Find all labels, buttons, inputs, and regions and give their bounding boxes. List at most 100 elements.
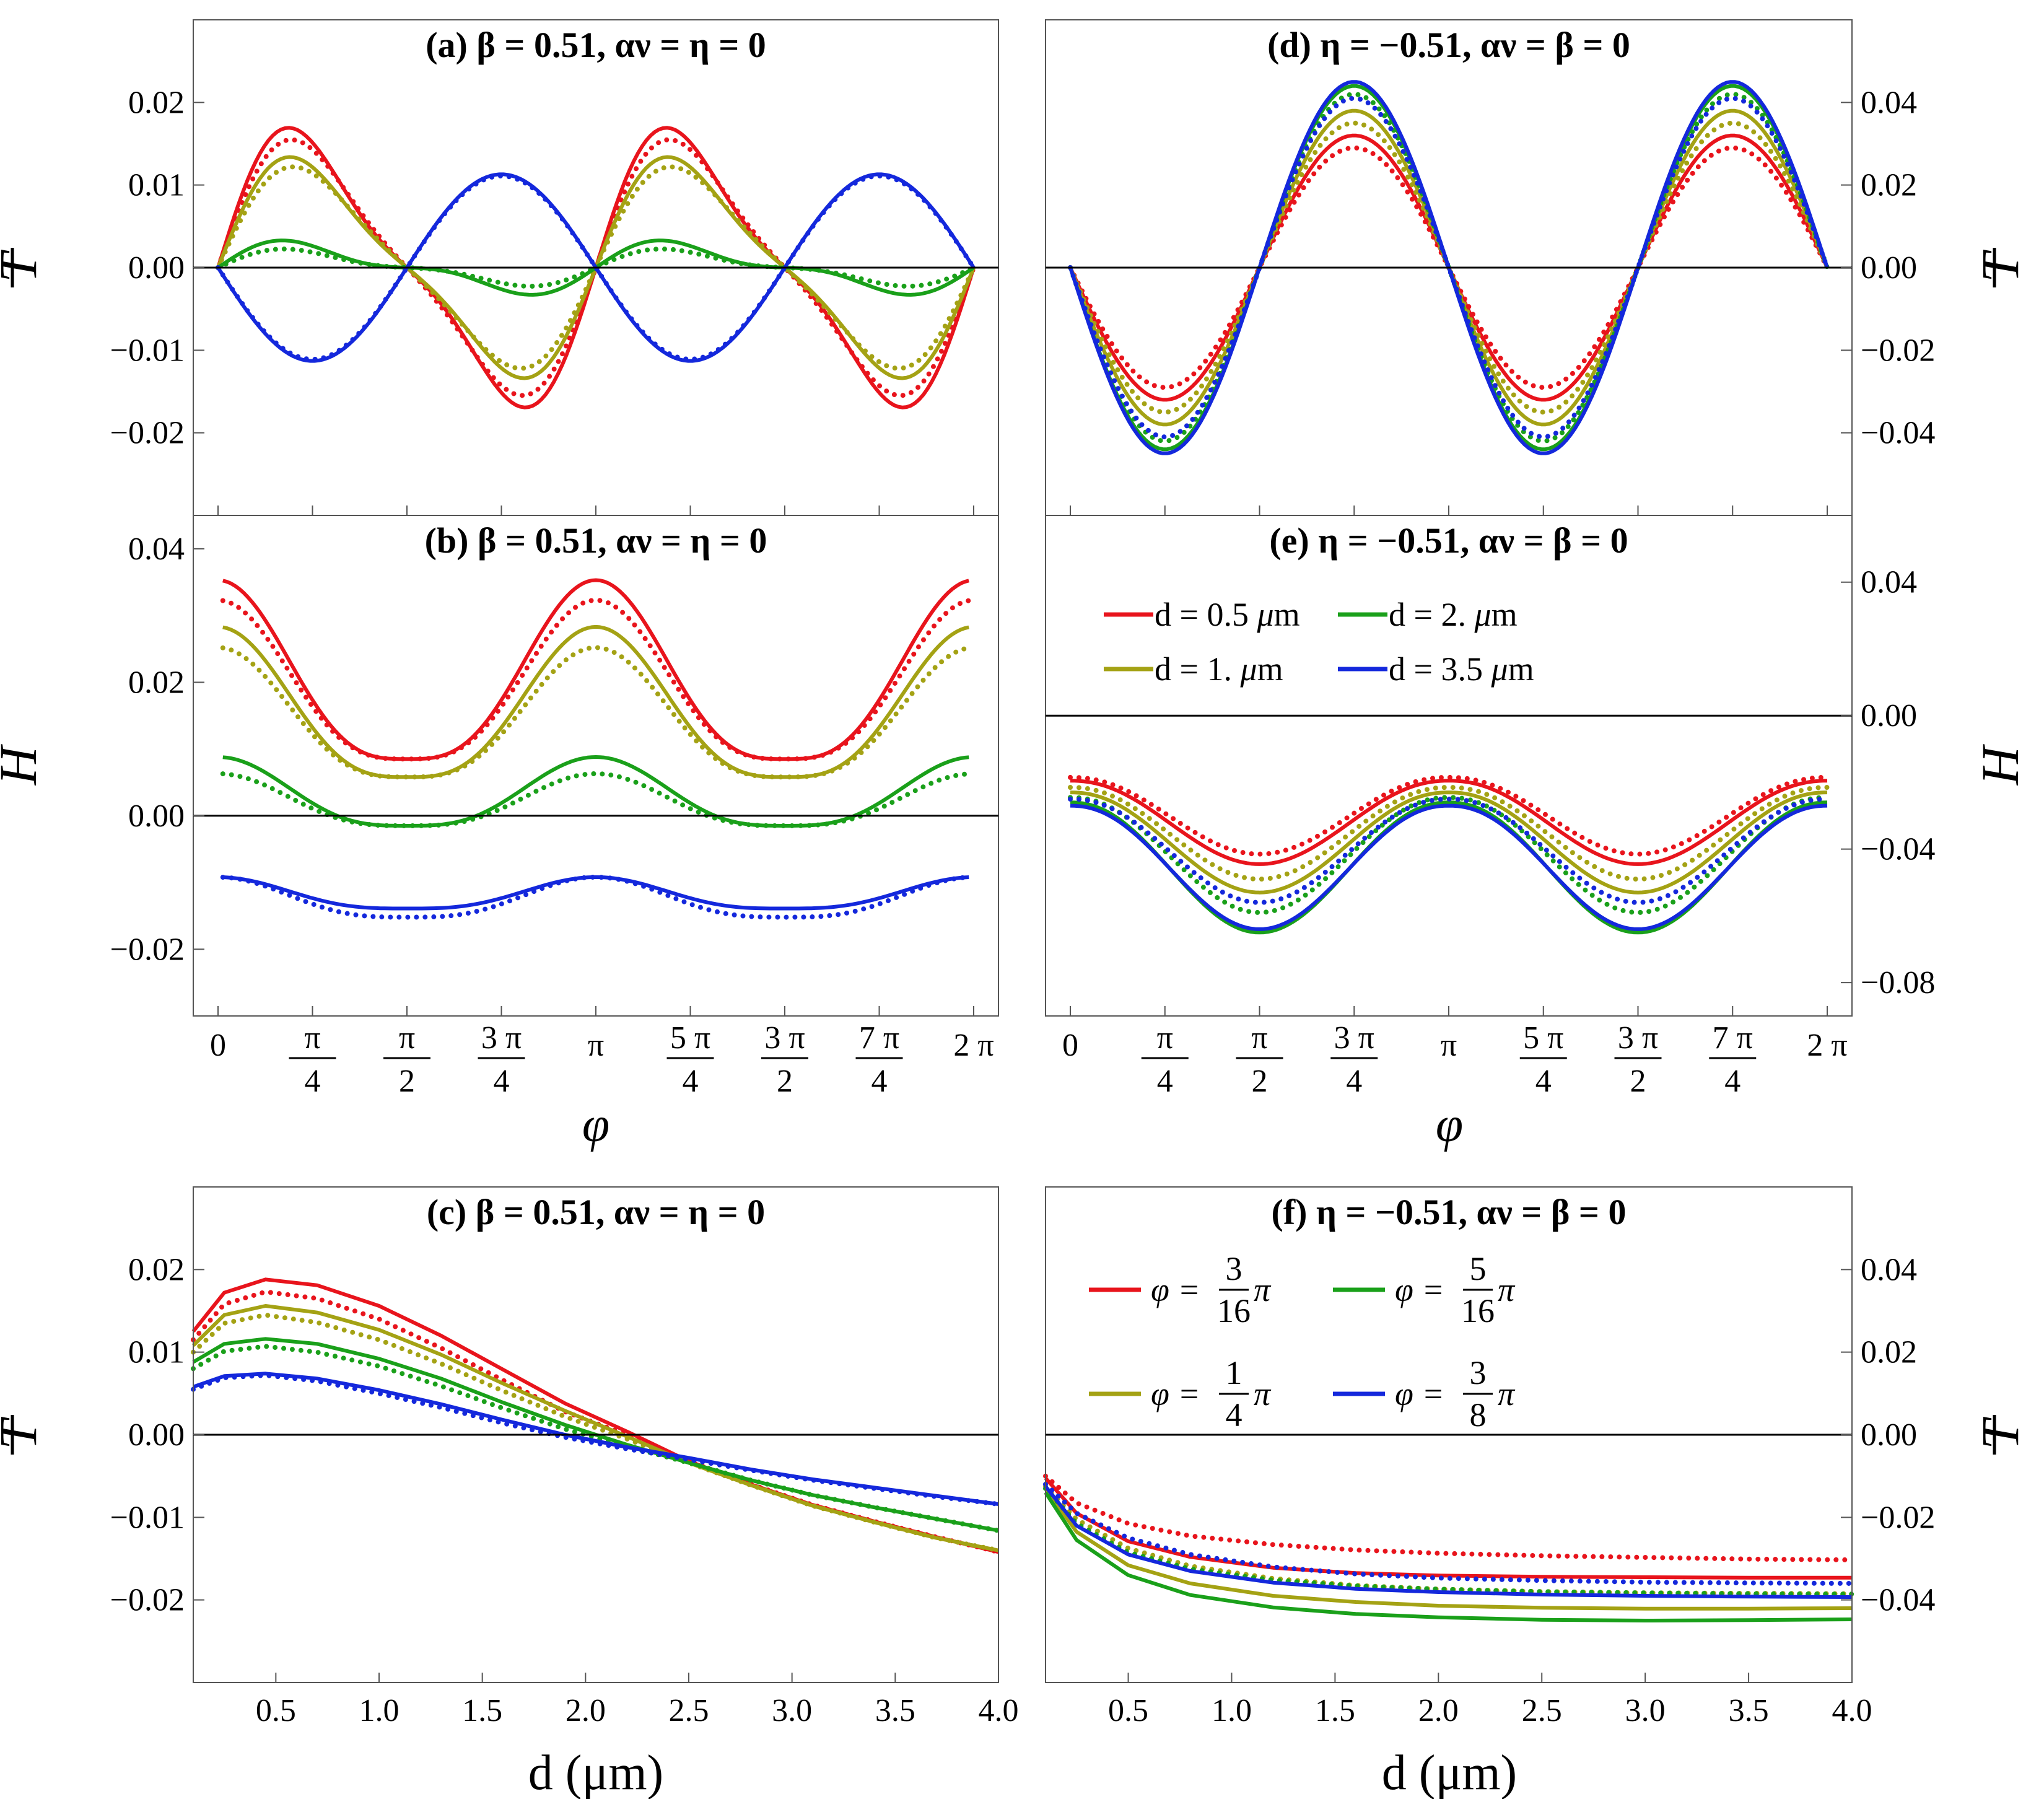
panel-d-ylabel: T	[1970, 250, 2030, 282]
panel-b-line-d-3-5-m-dotted	[220, 874, 972, 920]
panel-d-ytick-label: −0.04	[1861, 416, 1935, 451]
legend-f-denominator: 16	[1461, 1292, 1495, 1329]
legend-f-suffix: π	[1498, 1271, 1516, 1308]
panel-e-xtick-num: 7 π	[1713, 1020, 1753, 1056]
panel-e-xtick-label: 0	[1062, 1028, 1078, 1063]
panel-b-xtick-label: π	[588, 1028, 604, 1063]
panel-f-xtick-label: 1.5	[1315, 1693, 1355, 1728]
legend-f-denominator: 8	[1470, 1396, 1487, 1434]
panel-d-ytick-label: 0.00	[1861, 250, 1917, 286]
panel-f-xtick-label: 2.5	[1522, 1693, 1562, 1728]
panel-b-line-d-1-m-dotted	[220, 645, 972, 780]
panel-d-ytick-label: 0.02	[1861, 168, 1917, 203]
x-axis-label-d-right: d (μm)	[1382, 1746, 1517, 1799]
panel-b-frame	[193, 515, 999, 1017]
panel-b-ytick-label: 0.02	[128, 665, 185, 700]
panel-a-line-d-2-m-dotted	[216, 246, 976, 289]
panel-e-ytick-label: 0.00	[1861, 698, 1917, 733]
panel-f-ytick-label: 0.04	[1861, 1252, 1917, 1287]
panel-b-xtick-den: 4	[683, 1064, 699, 1099]
x-axis-label-d-left: d (μm)	[528, 1746, 663, 1799]
legend-f-denominator: 16	[1217, 1292, 1251, 1329]
panel-c-xtick-label: 2.5	[669, 1693, 709, 1728]
panel-e-xtick-den: 4	[1724, 1064, 1740, 1099]
panel-a-ytick-label: −0.01	[110, 333, 185, 368]
panel-a-line-d-0-5-m-dotted	[216, 137, 976, 398]
legend-f-prefix: φ =	[1395, 1271, 1444, 1308]
legend-e-label: d = 2. μm	[1389, 596, 1518, 633]
panel-e-frame	[1045, 515, 1853, 1017]
panel-c-xtick-label: 2.0	[566, 1693, 606, 1728]
panel-c-ytick-label: −0.02	[110, 1583, 185, 1618]
panel-e-xtick-num: 5 π	[1523, 1020, 1563, 1056]
x-axis-label-phi-left: φ	[582, 1098, 609, 1152]
panel-b-ytick-label: 0.04	[128, 532, 185, 567]
panel-f-xtick-label: 3.0	[1625, 1693, 1666, 1728]
legend-e-label: d = 3.5 μm	[1389, 650, 1534, 688]
panel-e-xtick-den: 2	[1252, 1064, 1268, 1099]
panel-c-ylabel: T	[0, 1417, 48, 1450]
panel-e-ytick-label: −0.08	[1861, 965, 1935, 1000]
panel-e-line-d-3-5-m-dotted	[1068, 796, 1830, 905]
panel-f-xtick-label: 2.0	[1418, 1693, 1459, 1728]
legend-e-label: d = 0.5 μm	[1155, 596, 1300, 633]
panel-c-xtick-label: 0.5	[256, 1693, 296, 1728]
legend-f-suffix: π	[1254, 1375, 1272, 1412]
legend-f-prefix: φ =	[1151, 1375, 1200, 1412]
panel-b-xtick-label: 0	[210, 1028, 226, 1063]
panel-e-ylabel: H	[1970, 744, 2030, 786]
panel-c-ytick-label: 0.01	[128, 1335, 185, 1370]
legend-f-numerator: 1	[1226, 1354, 1243, 1391]
panel-e-xtick-den: 4	[1157, 1064, 1173, 1099]
panel-d-ytick-label: −0.02	[1861, 333, 1935, 368]
panel-f-ytick-label: −0.02	[1861, 1500, 1935, 1535]
panel-c-xtick-label: 1.5	[462, 1693, 502, 1728]
panel-e-line-d-0-5-m-solid	[1070, 779, 1828, 866]
x-axis-label-phi-right: φ	[1436, 1098, 1463, 1152]
panel-e-xtick-den: 4	[1535, 1064, 1552, 1099]
panel-e-xtick-label: π	[1441, 1028, 1457, 1063]
panel-b-xtick-num: 3 π	[764, 1020, 805, 1056]
panel-b-xtick-num: π	[304, 1020, 320, 1056]
panel-c-line--5-16--dotted	[191, 1344, 1001, 1533]
panel-f-series-group	[1043, 1473, 1854, 1622]
panel-a-ytick-label: 0.01	[128, 168, 185, 203]
panel-d-ytick-label: 0.04	[1861, 85, 1917, 120]
panel-f-title: (f) η = −0.51, αν = β = 0	[1272, 1192, 1627, 1232]
panel-e-xtick-label: 2 π	[1807, 1028, 1847, 1063]
panel-b-xtick-num: 7 π	[859, 1020, 899, 1056]
panel-b-xtick-den: 2	[777, 1064, 793, 1099]
panel-b-xtick-num: 3 π	[481, 1020, 522, 1056]
panel-f-xtick-label: 1.0	[1212, 1693, 1252, 1728]
panel-a-ytick-label: 0.00	[128, 250, 185, 286]
panel-b-ytick-label: −0.02	[110, 932, 185, 967]
panel-e-xtick-num: 3 π	[1618, 1020, 1658, 1056]
panel-f-xtick-label: 4.0	[1832, 1693, 1872, 1728]
panel-a-ylabel: T	[0, 250, 48, 282]
panel-e-xtick-num: 3 π	[1334, 1020, 1374, 1056]
panel-b-xtick-den: 4	[305, 1064, 321, 1099]
panel-e-ytick-label: 0.04	[1861, 565, 1917, 600]
panel-e-xtick-den: 2	[1630, 1064, 1646, 1099]
panel-e-line-d-3-5-m-solid	[1070, 803, 1828, 931]
panel-c-ytick-label: 0.02	[128, 1252, 185, 1287]
panel-b-line-d-0-5-m-dotted	[220, 597, 972, 762]
legend-f-numerator: 3	[1226, 1250, 1243, 1287]
panel-a-title: (a) β = 0.51, αν = η = 0	[426, 25, 766, 65]
panel-e-title: (e) η = −0.51, αν = β = 0	[1269, 520, 1628, 561]
panel-e-series-group	[1068, 774, 1830, 935]
panel-c-line--1-4--dotted	[191, 1312, 1001, 1553]
legend-f-numerator: 3	[1470, 1354, 1487, 1391]
panel-b-xtick-label: 2 π	[953, 1028, 994, 1063]
panel-c-line--3-16--solid	[191, 1277, 999, 1554]
panel-e-xtick-den: 4	[1346, 1064, 1362, 1099]
panel-c-xtick-label: 4.0	[979, 1693, 1019, 1728]
legend-f-numerator: 5	[1470, 1250, 1487, 1287]
panel-d-line-d-1-m-dotted	[1068, 120, 1830, 415]
panel-b-ylabel: H	[0, 744, 48, 786]
panel-c-xtick-label: 3.0	[772, 1693, 812, 1728]
panel-c-title: (c) β = 0.51, αν = η = 0	[427, 1192, 765, 1232]
panel-f-line--1-4--solid	[1044, 1487, 1853, 1611]
panel-c-series-group	[191, 1277, 1001, 1555]
